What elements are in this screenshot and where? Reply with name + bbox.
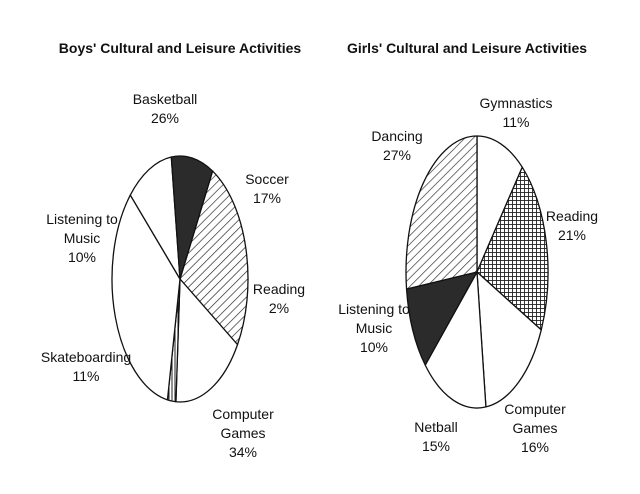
label-percent: 10% (359, 339, 389, 355)
label-name-2: Games (220, 425, 266, 441)
girls-label-reading: Reading 21% (546, 207, 598, 245)
boys-slice-basketball (179, 170, 249, 346)
label-name: Skateboarding (40, 349, 132, 365)
girls-slice-dancing (405, 135, 478, 290)
label-name: Netball (414, 419, 458, 435)
boys-label-skateboarding: Skateboarding 11% (41, 348, 131, 386)
girls-label-dancing: Dancing 27% (371, 127, 422, 165)
boys-slice-listening-to-music (170, 155, 214, 280)
label-name-2: Games (512, 420, 558, 436)
label-percent: 27% (382, 147, 412, 163)
girls-slice-computer-games (476, 271, 542, 408)
girls-label-computer-games: Computer Games 16% (504, 400, 565, 457)
label-percent: 11% (502, 114, 530, 130)
label-name: Soccer (245, 171, 289, 187)
girls-slice-netball (424, 271, 487, 409)
girls-label-netball: Netball 15% (414, 418, 458, 456)
boys-slice-skateboarding (129, 156, 181, 280)
boys-label-computer-games: Computer Games 34% (212, 405, 273, 462)
label-percent: 2% (268, 300, 290, 316)
label-name-1: Computer (504, 401, 566, 417)
label-percent: 26% (150, 110, 180, 126)
boys-chart-title: Boys' Cultural and Leisure Activities (58, 40, 302, 56)
label-name-2: Music (355, 320, 393, 336)
girls-chart-title: Girls' Cultural and Leisure Activities (346, 40, 588, 56)
boys-slice-soccer (175, 278, 239, 403)
label-name-1: Computer (212, 406, 274, 422)
label-percent: 10% (67, 249, 97, 265)
girls-slice-gymnastics (476, 135, 523, 273)
label-percent: 21% (557, 227, 587, 243)
label-percent: 16% (520, 439, 550, 455)
boys-label-basketball: Basketball 26% (133, 90, 198, 128)
label-name: Reading (545, 208, 599, 224)
label-percent: 34% (228, 444, 258, 460)
label-name: Gymnastics (479, 95, 553, 111)
boys-label-reading: Reading 2% (253, 280, 305, 318)
label-name: Dancing (371, 128, 423, 144)
girls-label-gymnastics: Gymnastics 11% (479, 94, 552, 132)
label-name-1: Listening to (46, 211, 118, 227)
boys-label-soccer: Soccer 17% (245, 170, 289, 208)
label-name: Basketball (132, 91, 198, 107)
label-name-2: Music (63, 230, 101, 246)
label-percent: 15% (421, 438, 451, 454)
boys-label-listening: Listening to Music 10% (46, 210, 118, 267)
label-percent: 11% (72, 368, 100, 384)
label-percent: 17% (252, 190, 282, 206)
label-name: Reading (252, 281, 306, 297)
girls-label-listening: Listening to Music 10% (338, 300, 410, 357)
girls-slice-reading (476, 166, 549, 331)
boys-slice-computer-games (111, 194, 181, 401)
label-name-1: Listening to (338, 301, 410, 317)
girls-slice-listening-to-music (405, 271, 478, 366)
